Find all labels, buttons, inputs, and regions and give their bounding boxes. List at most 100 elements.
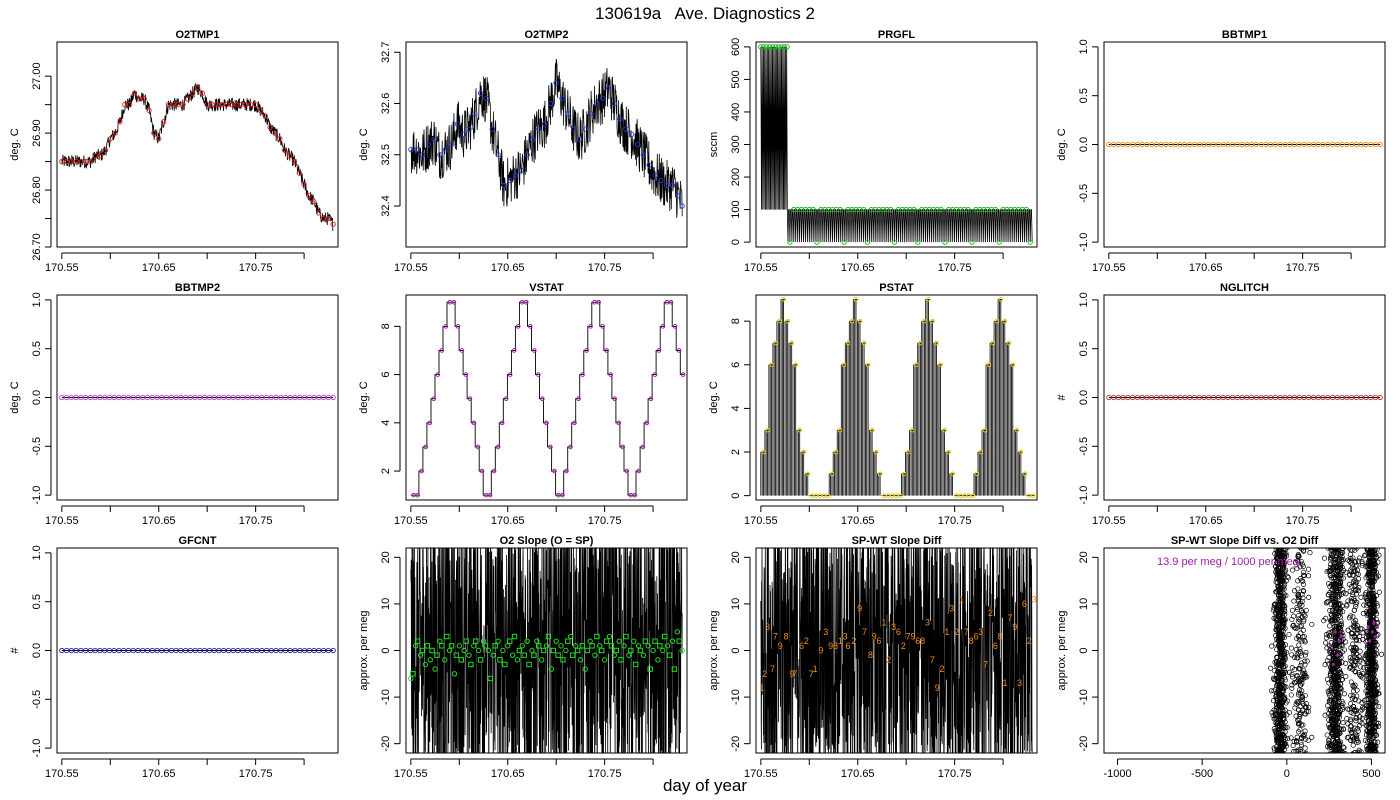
scatter-point-spwt_vs_o2 [1334, 548, 1337, 549]
avg-square-o2slope [473, 638, 479, 644]
scatter-point-spwt_vs_o2 [1278, 548, 1283, 550]
scatter-point-spwt_vs_o2 [1296, 553, 1302, 559]
scatter-point-spwt_vs_o2 [1350, 742, 1356, 748]
scatter-point-spwt_vs_o2 [1282, 604, 1288, 610]
digit-point-spwt: 2 [804, 636, 809, 646]
scatter-point-spwt_vs_o2 [1295, 591, 1302, 597]
avg-point-pstat [761, 449, 766, 455]
scatter-point-spwt_vs_o2 [1349, 659, 1355, 665]
avg-point-vstat [676, 348, 682, 353]
avg-point-bbtmp2 [330, 394, 336, 401]
scatter-point-spwt_vs_o2 [1365, 753, 1369, 757]
x-tick-label-o2tmp1: 170.55 [45, 262, 79, 274]
scatter-point-spwt_vs_o2 [1366, 548, 1372, 552]
x-tick-label-prgfl: 170.75 [938, 262, 972, 274]
scatter-point-spwt_vs_o2 [1352, 725, 1358, 731]
y-tick-label-spwt_vs_o2: -10 [1078, 689, 1090, 705]
avg-square-o2slope [492, 643, 498, 649]
y-tick-label-o2tmp2: 32.7 [380, 42, 392, 63]
x-tick-label-o2slope: 170.75 [588, 768, 622, 780]
x-tick-label-spwt: 170.55 [744, 768, 778, 780]
avg-point-o2slope [538, 657, 545, 663]
scatter-point-spwt_vs_o2 [1360, 630, 1366, 636]
avg-point-vstat [656, 348, 662, 353]
digit-point-spwt: 7 [964, 627, 969, 637]
scatter-point-spwt_vs_o2 [1324, 599, 1330, 605]
avg-point-pstat [918, 340, 923, 346]
scatter-point-spwt_vs_o2 [1294, 566, 1300, 572]
scatter-point-spwt_vs_o2 [1370, 734, 1376, 740]
scatter-point-spwt_vs_o2 [1291, 613, 1297, 619]
avg-square-o2slope [652, 638, 658, 644]
avg-point-vstat [624, 468, 630, 474]
scatter-point-spwt_vs_o2 [1286, 709, 1293, 716]
avg-point-o2slope [563, 647, 569, 654]
scatter-point-spwt_vs_o2 [1327, 565, 1334, 571]
scatter-point-spwt_vs_o2 [1322, 662, 1328, 668]
avg-point-pstat [865, 362, 871, 368]
digit-point-spwt: 1 [1003, 678, 1008, 688]
scatter-point-spwt_vs_o2 [1368, 651, 1374, 657]
avg-point-vstat [660, 324, 666, 329]
scatter-point-spwt_vs_o2 [1376, 703, 1382, 710]
scatter-point-spwt_vs_o2 [1282, 617, 1288, 623]
avg-point-prgfl [860, 206, 867, 213]
y-axis-label-gfcnt: # [9, 647, 21, 654]
scatter-point-spwt_vs_o2 [1366, 729, 1372, 735]
scatter-point-spwt_vs_o2 [1363, 688, 1369, 694]
avg-point-prgfl [833, 206, 840, 213]
avg-point-vstat [531, 348, 537, 353]
scatter-point-spwt_vs_o2 [1269, 643, 1275, 649]
scatter-point-spwt_vs_o2 [1348, 737, 1354, 743]
avg-point-vstat [636, 468, 642, 474]
scatter-point-spwt_vs_o2 [1277, 599, 1283, 605]
plot-area-vstat [410, 299, 686, 498]
avg-point-o2tmp2 [646, 162, 652, 168]
plot-area-bbtmp2 [59, 394, 336, 401]
scatter-point-spwt_vs_o2 [1289, 674, 1295, 680]
scatter-point-spwt_vs_o2 [1348, 692, 1354, 699]
scatter-point-spwt_vs_o2 [1327, 541, 1331, 545]
scatter-point-spwt_vs_o2 [1330, 707, 1337, 713]
y-axis-nglitch: -1.0 -0.5 0.0 0.5 1.0 [1078, 292, 1099, 505]
scatter-point-spwt_vs_o2 [1281, 751, 1286, 753]
scatter-point-spwt_vs_o2 [1345, 627, 1351, 633]
scatter-point-spwt_vs_o2 [1279, 740, 1285, 746]
digit-point-spwt: 8 [969, 636, 974, 646]
overlay-point-spwt_vs_o2 [1336, 653, 1340, 657]
avg-point-o2tmp1 [252, 101, 259, 108]
scatter-point-spwt_vs_o2 [1300, 578, 1306, 584]
scatter-point-spwt_vs_o2 [1280, 553, 1286, 559]
avg-point-pstat [877, 471, 883, 477]
scatter-point-spwt_vs_o2 [1370, 671, 1376, 677]
scatter-point-spwt_vs_o2 [1323, 640, 1329, 646]
scatter-point-spwt_vs_o2 [1363, 703, 1369, 709]
scatter-point-spwt_vs_o2 [1366, 754, 1370, 758]
avg-square-o2slope [511, 633, 518, 640]
scatter-point-spwt_vs_o2 [1368, 695, 1374, 701]
scatter-point-spwt_vs_o2 [1331, 668, 1337, 674]
avg-point-o2tmp2 [547, 100, 554, 107]
scatter-point-spwt_vs_o2 [1337, 607, 1343, 613]
scatter-point-spwt_vs_o2 [1369, 699, 1376, 705]
scatter-point-spwt_vs_o2 [1342, 752, 1347, 753]
avg-point-o2slope [568, 633, 574, 640]
y-tick-label-o2slope: -10 [380, 689, 392, 705]
avg-point-vstat [564, 468, 569, 474]
y-tick-label-prgfl: 200 [730, 168, 742, 186]
scatter-point-spwt_vs_o2 [1270, 675, 1276, 681]
y-tick-label-vstat: 2 [380, 468, 392, 474]
avg-point-o2tmp2 [524, 152, 530, 158]
scatter-point-spwt_vs_o2 [1272, 659, 1278, 665]
scatter-point-spwt_vs_o2 [1299, 696, 1305, 702]
y-tick-label-spwt: -20 [730, 736, 742, 752]
avg-square-o2slope [482, 643, 489, 649]
avg-point-vstat [415, 492, 420, 498]
scatter-point-spwt_vs_o2 [1296, 602, 1302, 608]
avg-point-prgfl [814, 239, 820, 245]
scatter-point-spwt_vs_o2 [1329, 618, 1335, 624]
avg-point-vstat [439, 348, 445, 353]
scatter-point-spwt_vs_o2 [1297, 703, 1303, 709]
scatter-point-spwt_vs_o2 [1277, 720, 1284, 726]
scatter-point-spwt_vs_o2 [1369, 579, 1375, 585]
